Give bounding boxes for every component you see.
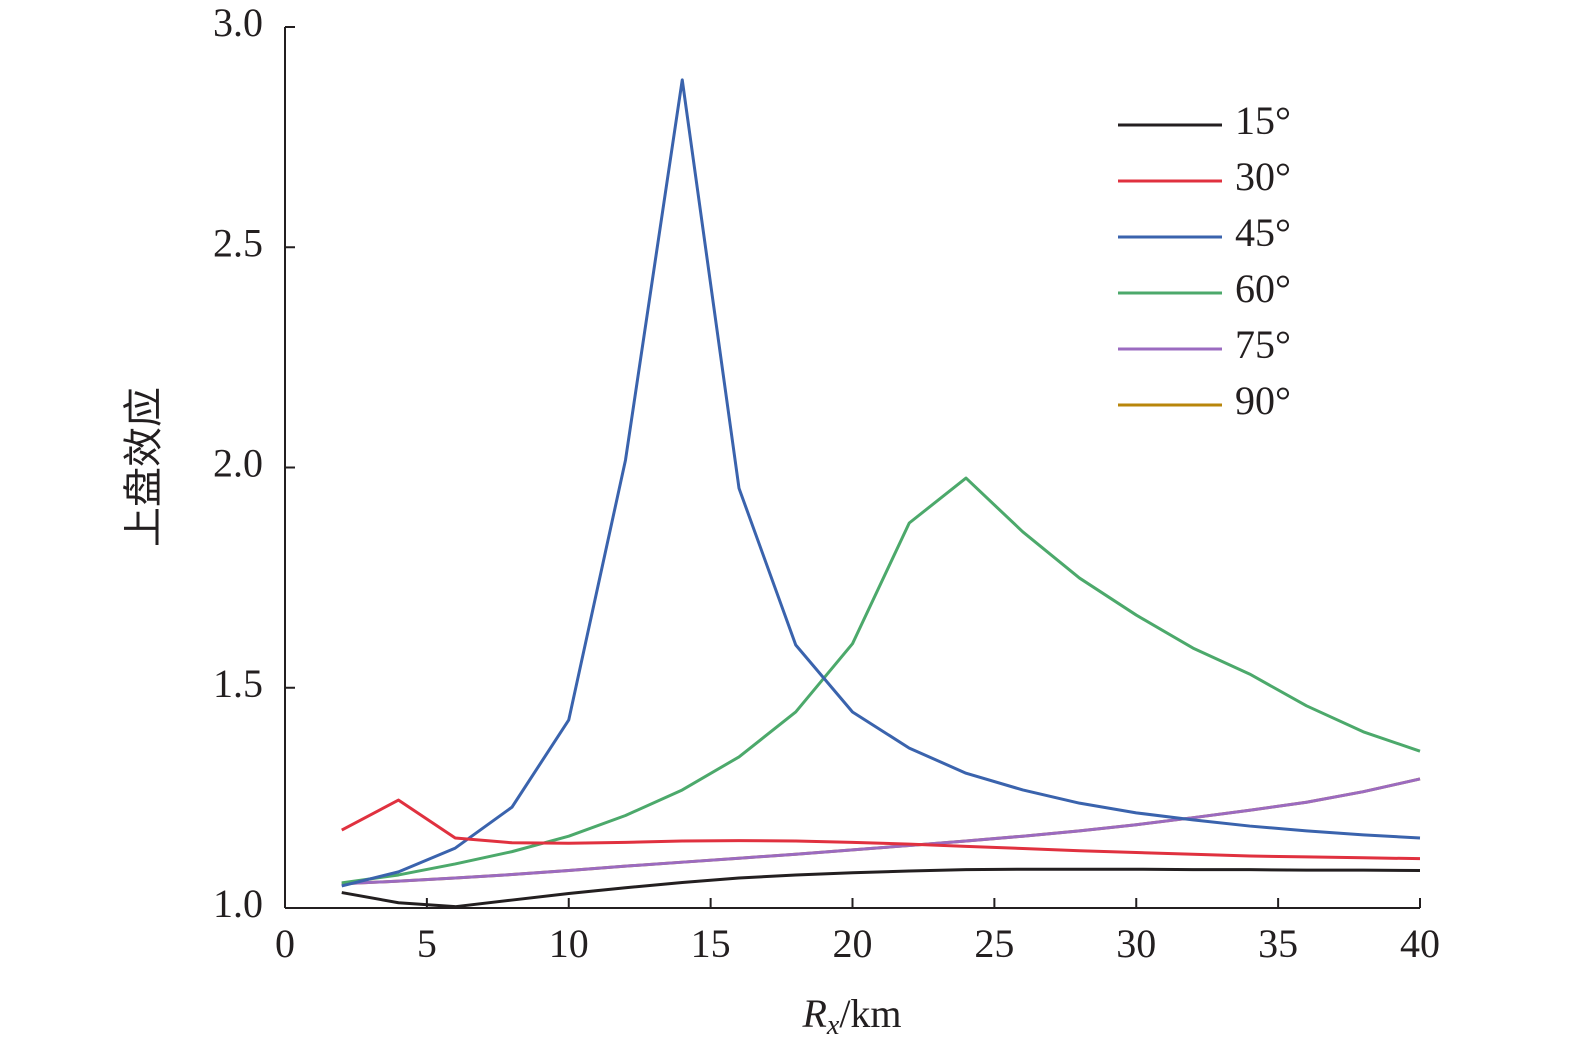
series-line: [341, 798, 1421, 861]
series-line: [341, 777, 1421, 886]
y-tick-label: 2.5: [213, 220, 263, 265]
x-tick-label: 30: [1116, 921, 1156, 966]
series-line: [341, 777, 1421, 886]
legend-label: 45°: [1235, 210, 1291, 255]
x-tick-label: 35: [1258, 921, 1298, 966]
y-tick-label: 3.0: [213, 0, 263, 45]
x-tick-label: 25: [974, 921, 1014, 966]
x-tick-label: 5: [417, 921, 437, 966]
x-tick-label: 40: [1400, 921, 1440, 966]
series-line: [341, 78, 1421, 888]
x-tick-label: 15: [691, 921, 731, 966]
x-axis-label: Rx/km: [801, 991, 901, 1041]
legend-label: 90°: [1235, 378, 1291, 423]
y-axis-label: 上盘效应: [121, 387, 166, 547]
x-tick-label: 10: [549, 921, 589, 966]
legend-label: 75°: [1235, 322, 1291, 367]
legend-label: 15°: [1235, 98, 1291, 143]
legend-label: 60°: [1235, 266, 1291, 311]
series-line: [341, 867, 1421, 909]
x-tick-label: 0: [275, 921, 295, 966]
x-label-main: R: [801, 991, 826, 1036]
y-tick-label: 2.0: [213, 441, 263, 486]
series-line: [341, 476, 1421, 885]
x-label-unit: /km: [839, 991, 901, 1036]
legend-label: 30°: [1235, 154, 1291, 199]
x-label-sub: x: [826, 1010, 840, 1041]
x-tick-label: 20: [833, 921, 873, 966]
y-tick-label: 1.0: [213, 881, 263, 926]
y-tick-label: 1.5: [213, 661, 263, 706]
